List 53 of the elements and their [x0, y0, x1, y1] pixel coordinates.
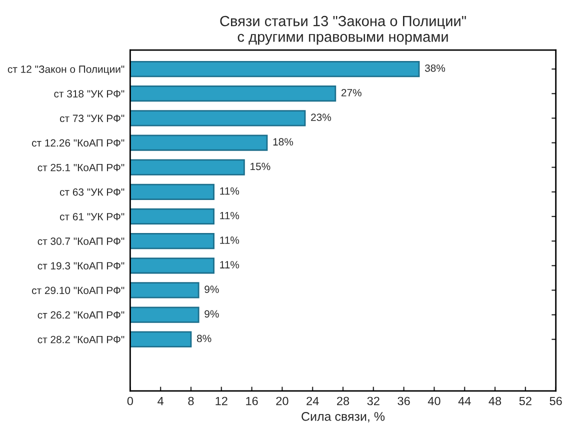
y-tick-label: ст 12.26 "КоАП РФ" — [32, 139, 124, 147]
bar — [130, 208, 214, 225]
x-tick-label: 36 — [398, 396, 410, 406]
x-tick-label: 8 — [188, 396, 194, 406]
data-label: 9% — [204, 286, 219, 293]
data-label: 18% — [273, 138, 294, 146]
y-tick-label: ст 30.7 "КоАП РФ" — [38, 238, 124, 245]
x-tick-label: 56 — [550, 396, 562, 406]
y-tick-label: ст 12 "Закон о Полиции" — [8, 66, 124, 75]
x-tick-label: 28 — [337, 396, 350, 406]
data-label: 38% — [424, 64, 446, 72]
y-tick-label: ст 73 "УК РФ" — [60, 114, 124, 122]
y-tick-label: ст 63 "УК РФ" — [60, 188, 124, 196]
chart-title: Связи статьи 13 "Закона о Полиции" с другими правовыми нормами — [220, 16, 466, 45]
data-label: 15% — [250, 162, 270, 170]
data-label: 11% — [220, 187, 240, 195]
y-tick-label: ст 29.10 "КоАП РФ" — [32, 286, 124, 294]
data-label: 11% — [220, 212, 240, 220]
data-label: 8% — [196, 334, 212, 342]
y-tick-label: ст 318 "УК РФ" — [54, 90, 124, 98]
y-tick-label: ст 28.2 "КоАП РФ" — [38, 336, 124, 344]
y-tick-label: ст 26.2 "КоАП РФ" — [38, 311, 124, 319]
bar — [130, 86, 336, 102]
bar — [130, 258, 214, 274]
bar — [130, 306, 200, 323]
bar — [130, 282, 200, 298]
y-tick-label: ст 19.3 "КоАП РФ" — [38, 262, 124, 270]
x-tick-label: 32 — [367, 396, 380, 406]
x-tick-label: 4 — [158, 396, 164, 406]
bar — [130, 232, 214, 250]
bar — [130, 60, 420, 78]
x-tick-label: 20 — [276, 396, 288, 406]
x-tick-label: 16 — [246, 396, 258, 406]
x-tick-label: 0 — [127, 396, 133, 406]
bar — [130, 331, 192, 348]
x-tick-label: 52 — [519, 396, 532, 406]
bar — [130, 110, 306, 126]
y-tick-label: ст 61 "УК РФ" — [60, 212, 124, 220]
data-label: 27% — [341, 89, 362, 96]
bar — [130, 159, 245, 176]
bar — [130, 184, 214, 200]
x-tick-label: 12 — [216, 396, 228, 406]
data-label: 11% — [220, 261, 240, 268]
x-axis-title: Сила связи, % — [302, 412, 385, 422]
data-label: 9% — [204, 310, 219, 318]
x-tick-label: 40 — [428, 396, 440, 406]
y-tick-label: ст 25.1 "КоАП РФ" — [38, 164, 124, 172]
x-tick-label: 44 — [458, 396, 471, 406]
x-tick-label: 24 — [306, 396, 319, 406]
bar — [130, 134, 268, 151]
data-label: 11% — [220, 236, 240, 244]
x-tick-label: 48 — [488, 396, 502, 406]
data-label: 23% — [311, 114, 332, 121]
